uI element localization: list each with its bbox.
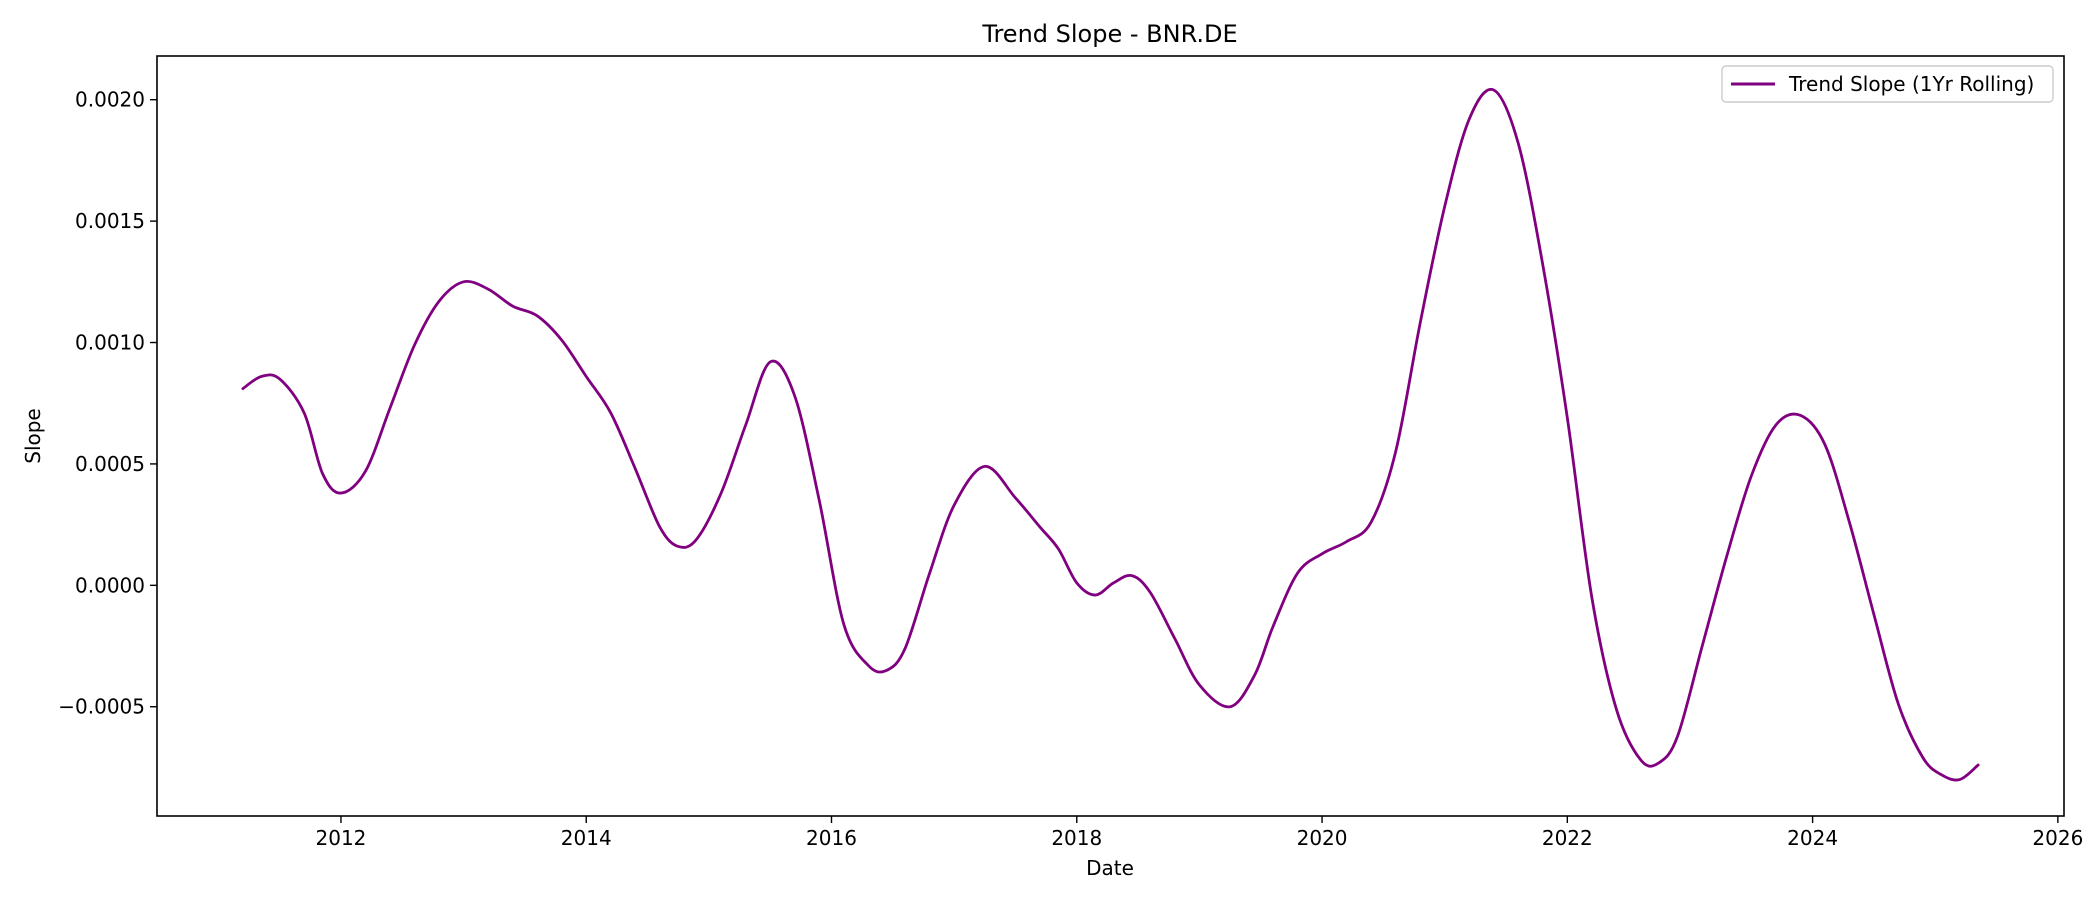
x-tick-label: 2020 (1297, 826, 1348, 850)
legend-box (1721, 65, 2054, 103)
y-tick-label: −0.0005 (58, 695, 145, 719)
legend[interactable]: Trend Slope (1Yr Rolling) (1721, 65, 2054, 103)
legend-label: Trend Slope (1Yr Rolling) (1788, 72, 2034, 96)
x-tick-label: 2022 (1542, 826, 1593, 850)
y-tick-label: 0.0015 (75, 209, 145, 233)
x-tick-label: 2012 (316, 826, 367, 850)
y-tick-label: 0.0000 (75, 573, 145, 597)
chart-title: Trend Slope - BNR.DE (981, 20, 1237, 48)
plot-frame (156, 55, 2065, 817)
y-axis-ticks: −0.0005 0.0000 0.0005 0.0010 0.0015 0.0020 (58, 88, 157, 719)
x-axis-label: Date (1086, 856, 1134, 880)
x-tick-label: 2018 (1051, 826, 1102, 850)
y-tick-label: 0.0020 (75, 88, 145, 112)
y-tick-label: 0.0005 (75, 452, 145, 476)
series-line-0[interactable] (241, 87, 1980, 782)
y-tick-label: 0.0010 (75, 331, 145, 355)
x-tick-label: 2026 (2032, 826, 2083, 850)
x-tick-label: 2024 (1787, 826, 1838, 850)
y-axis-label: Slope (21, 408, 45, 464)
x-tick-label: 2016 (806, 826, 857, 850)
x-axis-ticks: 2012 2014 2016 2018 2020 2022 2024 2026 (316, 816, 2083, 850)
plot-area (241, 87, 1980, 782)
x-tick-label: 2014 (561, 826, 612, 850)
